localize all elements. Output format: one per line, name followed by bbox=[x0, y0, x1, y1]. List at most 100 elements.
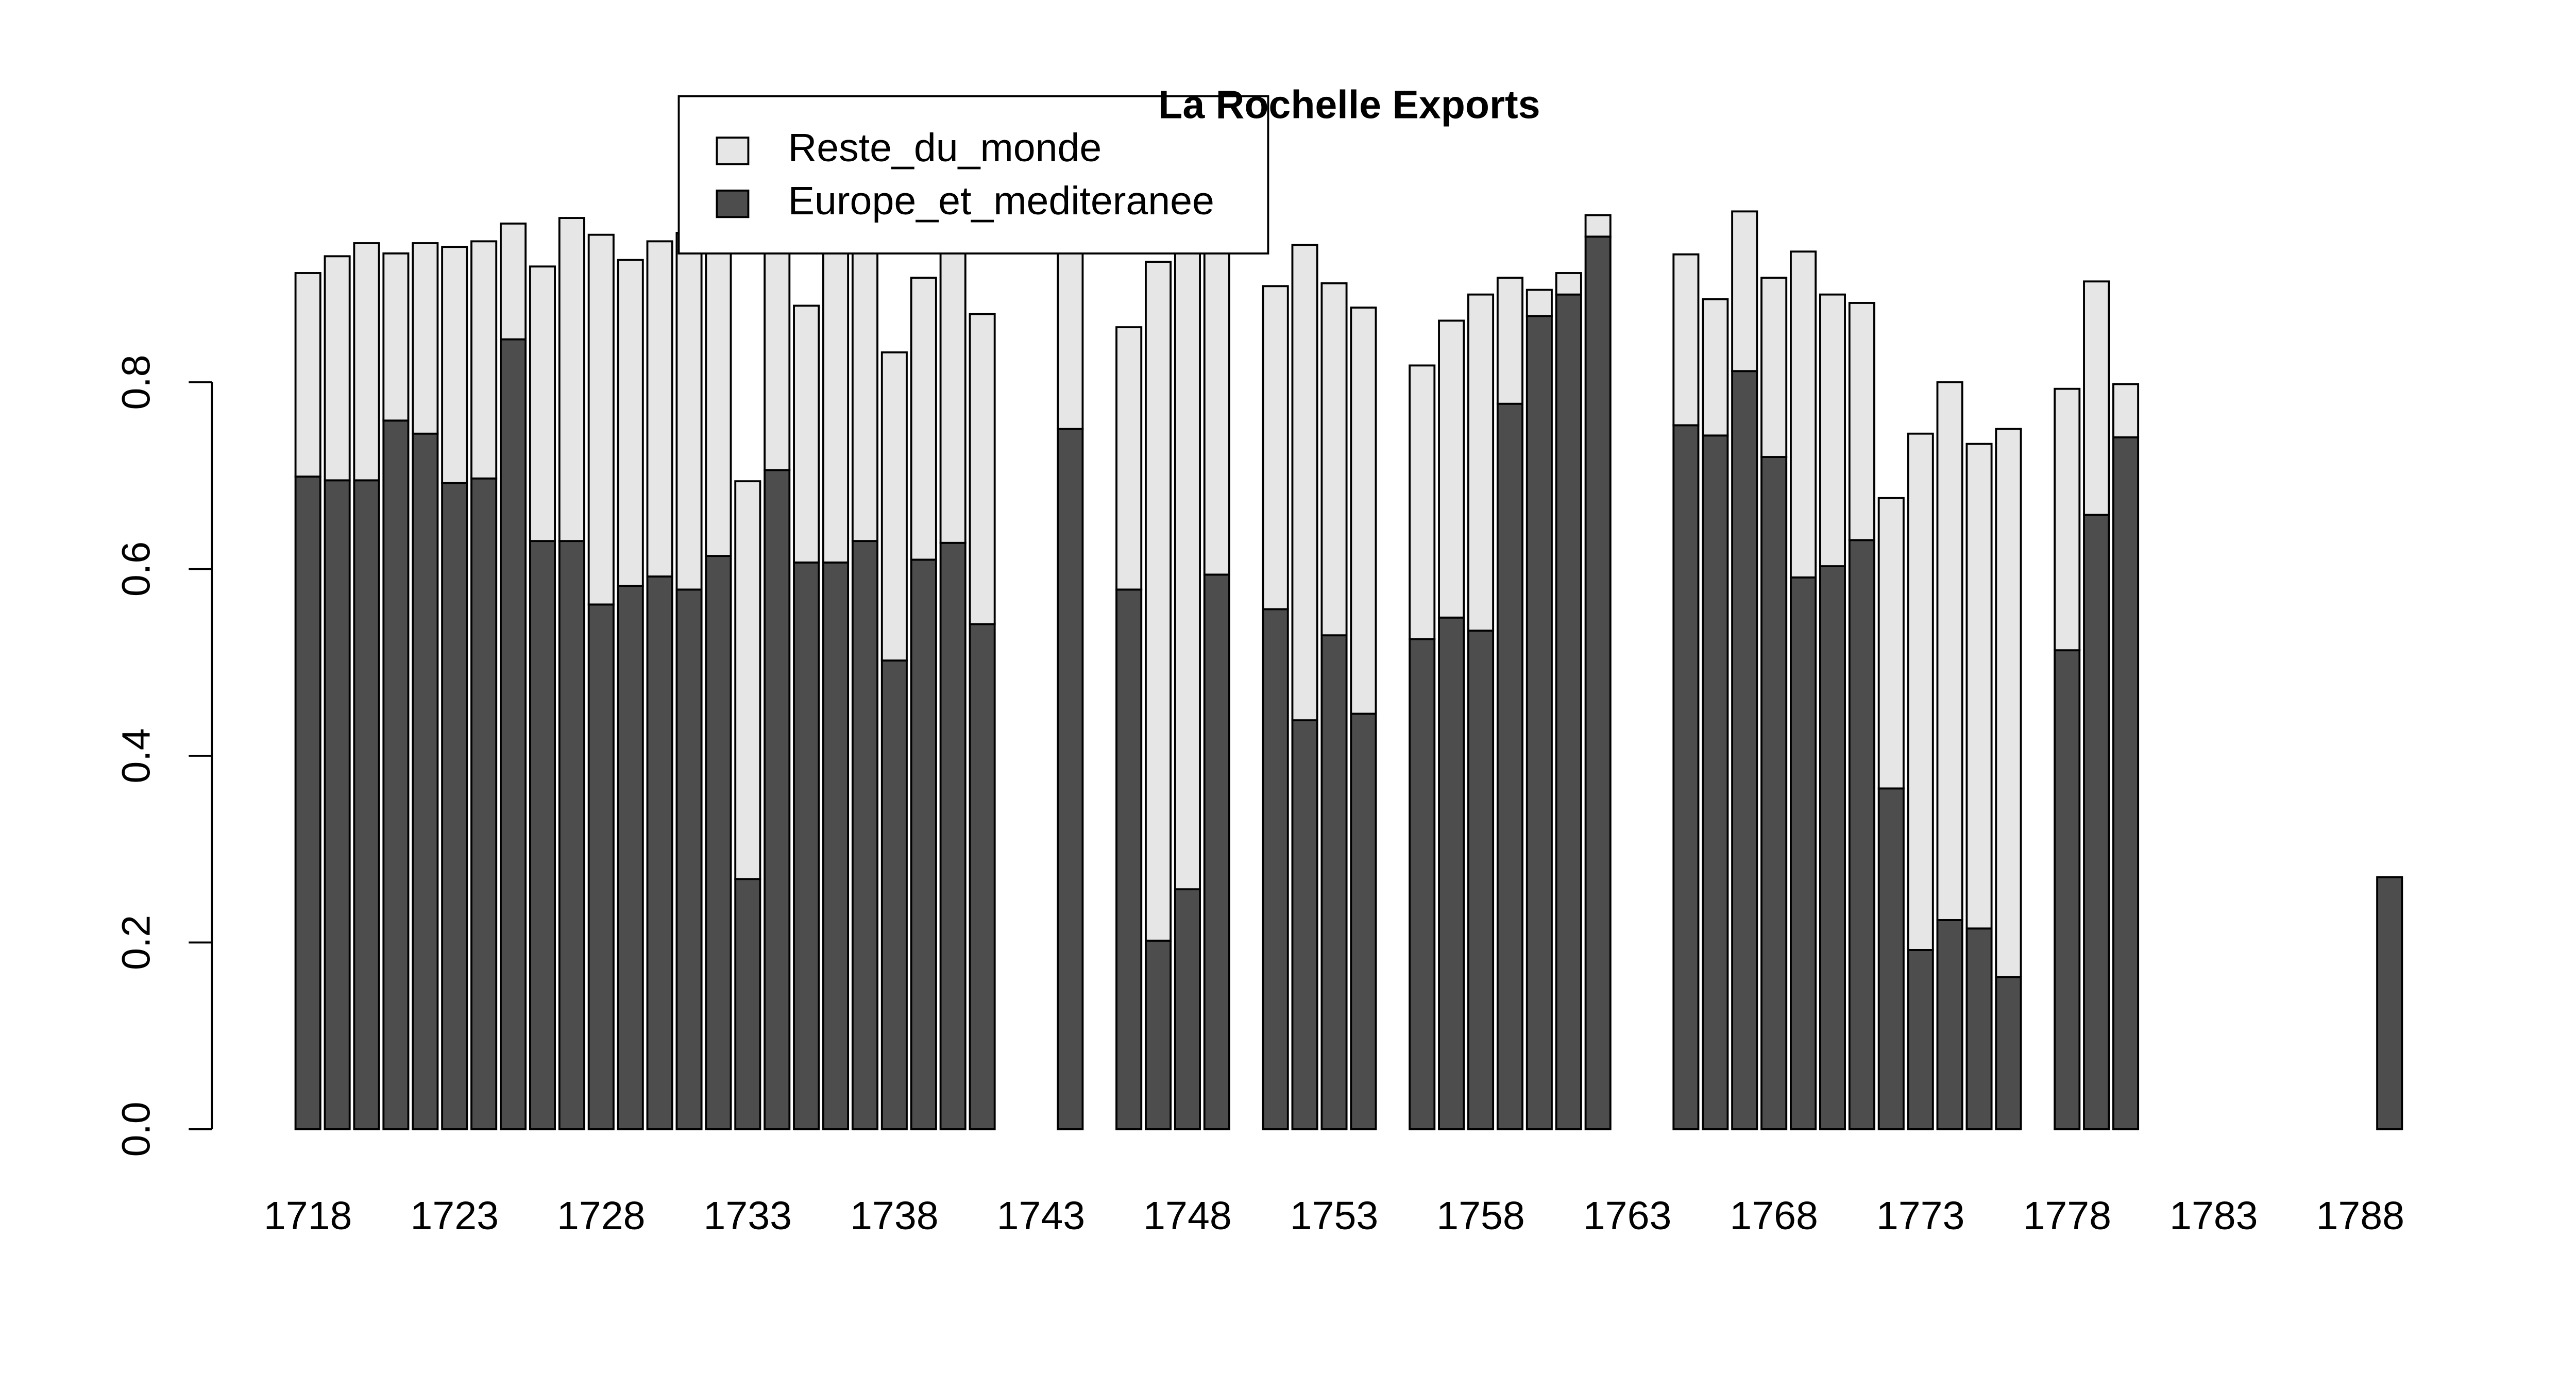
bar-segment bbox=[1320, 282, 1348, 637]
bar-segment bbox=[1350, 713, 1377, 1130]
bar-segment bbox=[2054, 649, 2081, 1130]
bar-segment bbox=[1145, 939, 1172, 1130]
bar-segment bbox=[1877, 497, 1905, 790]
bar-segment bbox=[587, 233, 615, 606]
bar-segment bbox=[793, 304, 820, 564]
y-tick-label: 0.0 bbox=[114, 1101, 158, 1157]
bar-segment bbox=[1819, 293, 1846, 567]
bar-segment bbox=[1936, 381, 1963, 921]
bar-segment bbox=[675, 588, 703, 1130]
bar-segment bbox=[1702, 434, 1729, 1130]
bar-segment bbox=[1320, 634, 1348, 1130]
bar-segment bbox=[1731, 210, 1758, 372]
bar-segment bbox=[500, 338, 527, 1130]
bar-segment bbox=[1496, 277, 1523, 405]
bar-segment bbox=[1262, 285, 1289, 610]
bar-segment bbox=[529, 540, 556, 1130]
bar-segment bbox=[1526, 289, 1553, 317]
bar-segment bbox=[1965, 927, 1993, 1130]
bar-segment bbox=[969, 623, 996, 1130]
bar-segment bbox=[764, 469, 791, 1130]
bar-segment bbox=[1995, 976, 2022, 1130]
x-tick-label: 1788 bbox=[2316, 1194, 2405, 1238]
bar-segment bbox=[675, 232, 703, 591]
y-tick-label: 0.4 bbox=[114, 728, 158, 783]
bar-segment bbox=[705, 555, 732, 1130]
bar-segment bbox=[1203, 573, 1230, 1130]
bar-segment bbox=[587, 603, 615, 1130]
bar-segment bbox=[2112, 383, 2140, 438]
bar-segment bbox=[851, 540, 878, 1130]
legend-label: Europe_et_mediteranee bbox=[788, 179, 1214, 223]
bar-segment bbox=[1526, 315, 1553, 1130]
x-tick-label: 1768 bbox=[1730, 1194, 1818, 1238]
bar-segment bbox=[412, 432, 439, 1130]
bar-segment bbox=[1936, 919, 1963, 1130]
bar-segment bbox=[2083, 280, 2110, 516]
x-tick-label: 1723 bbox=[410, 1194, 499, 1238]
bar-segment bbox=[1584, 235, 1612, 1130]
bar-segment bbox=[1496, 402, 1523, 1130]
bar-segment bbox=[1174, 232, 1201, 891]
x-tick-label: 1728 bbox=[557, 1194, 646, 1238]
bar-segment bbox=[1409, 638, 1436, 1130]
bar-segment bbox=[1467, 630, 1495, 1130]
bar-segment bbox=[1760, 456, 1788, 1130]
bar-segment bbox=[793, 561, 820, 1130]
chart-title: La Rochelle Exports bbox=[1158, 83, 1540, 127]
bar-segment bbox=[1672, 253, 1700, 427]
bar-segment bbox=[2083, 514, 2110, 1130]
bar-segment bbox=[1702, 298, 1729, 437]
bar-segment bbox=[1291, 719, 1318, 1130]
bar-segment bbox=[822, 561, 850, 1130]
bar-segment bbox=[2376, 876, 2403, 1130]
bar-segment bbox=[1995, 428, 2022, 978]
x-tick-label: 1733 bbox=[704, 1194, 792, 1238]
bar-segment bbox=[734, 480, 761, 880]
bar-segment bbox=[382, 419, 410, 1130]
bar-segment bbox=[1819, 565, 1846, 1130]
bar-segment bbox=[646, 240, 673, 578]
bar-segment bbox=[764, 232, 791, 471]
bar-segment bbox=[1848, 539, 1875, 1130]
bar-segment bbox=[1350, 307, 1377, 715]
bar-segment bbox=[412, 242, 439, 435]
bar-segment bbox=[1965, 443, 1993, 930]
bar-segment bbox=[441, 482, 468, 1130]
x-tick-label: 1748 bbox=[1143, 1194, 1232, 1238]
bar-segment bbox=[558, 540, 585, 1130]
bar-segment bbox=[910, 277, 937, 561]
bar-segment bbox=[939, 250, 967, 544]
bar-segment bbox=[1438, 319, 1465, 619]
bar-segment bbox=[1438, 616, 1465, 1130]
bar-segment bbox=[939, 541, 967, 1130]
bar-segment bbox=[324, 255, 351, 482]
x-tick-label: 1743 bbox=[997, 1194, 1086, 1238]
y-tick-label: 0.8 bbox=[114, 354, 158, 410]
bar-segment bbox=[529, 265, 556, 542]
legend-box bbox=[677, 95, 1269, 255]
bar-segment bbox=[646, 575, 673, 1130]
legend-swatch bbox=[716, 137, 750, 165]
bar-segment bbox=[1409, 364, 1436, 640]
bar-segment bbox=[470, 240, 498, 480]
x-tick-label: 1738 bbox=[850, 1194, 939, 1238]
bar-segment bbox=[880, 351, 908, 662]
bar-segment bbox=[1760, 277, 1788, 458]
bar-segment bbox=[910, 558, 937, 1130]
x-tick-label: 1778 bbox=[2023, 1194, 2111, 1238]
y-tick-label: 0.6 bbox=[114, 541, 158, 597]
bar-segment bbox=[1145, 261, 1172, 942]
bar-segment bbox=[1467, 293, 1495, 632]
y-tick-label: 0.2 bbox=[114, 915, 158, 970]
bar-segment bbox=[470, 477, 498, 1130]
bar-segment bbox=[617, 259, 644, 587]
bar-segment bbox=[324, 479, 351, 1130]
bar-segment bbox=[294, 272, 321, 478]
bar-segment bbox=[353, 242, 380, 482]
x-tick-label: 1773 bbox=[1876, 1194, 1965, 1238]
bar-segment bbox=[1174, 888, 1201, 1130]
bar-segment bbox=[1555, 293, 1582, 1130]
